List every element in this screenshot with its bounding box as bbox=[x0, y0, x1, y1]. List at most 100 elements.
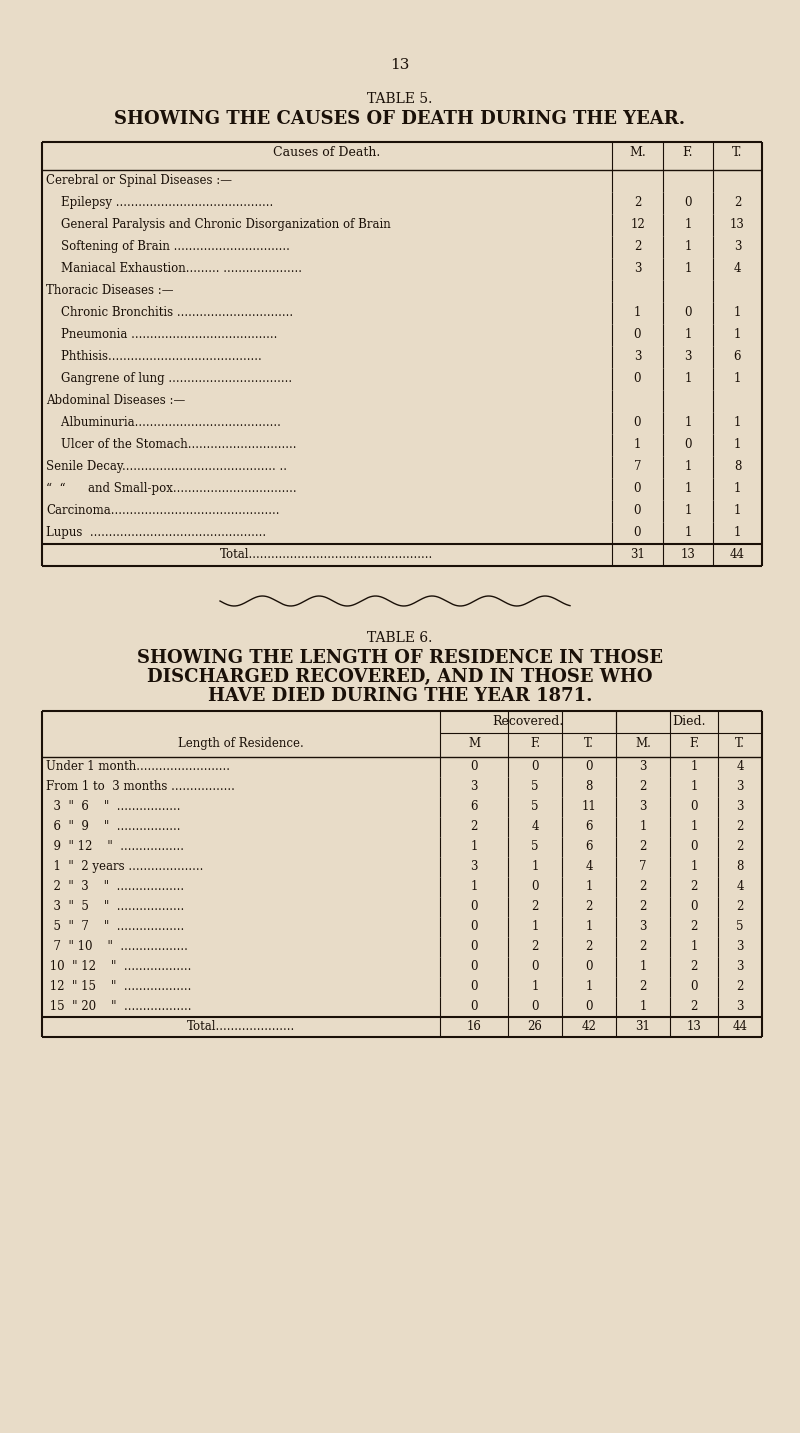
Text: 13: 13 bbox=[686, 1020, 702, 1033]
Text: 3: 3 bbox=[736, 960, 744, 973]
Text: 12  " 15    "  ..................: 12 " 15 " .................. bbox=[46, 980, 191, 993]
Text: 4: 4 bbox=[736, 759, 744, 772]
Text: 8: 8 bbox=[734, 460, 741, 473]
Text: 1: 1 bbox=[684, 481, 692, 494]
Text: Pneumonia .......................................: Pneumonia ..............................… bbox=[46, 328, 278, 341]
Text: Albuminuria.......................................: Albuminuria.............................… bbox=[46, 416, 281, 428]
Text: 3: 3 bbox=[736, 940, 744, 953]
Text: 1: 1 bbox=[684, 218, 692, 231]
Text: Thoracic Diseases :—: Thoracic Diseases :— bbox=[46, 284, 174, 297]
Text: 13: 13 bbox=[681, 547, 695, 560]
Text: 0: 0 bbox=[531, 960, 538, 973]
Text: M: M bbox=[468, 737, 480, 749]
Text: 0: 0 bbox=[531, 880, 538, 893]
Text: 2: 2 bbox=[639, 840, 646, 853]
Text: M.: M. bbox=[635, 737, 651, 749]
Text: 8: 8 bbox=[586, 780, 593, 792]
Text: 5: 5 bbox=[531, 780, 538, 792]
Text: 5  "  7    "  ..................: 5 " 7 " .................. bbox=[46, 920, 184, 933]
Text: 2: 2 bbox=[639, 900, 646, 913]
Text: 16: 16 bbox=[466, 1020, 482, 1033]
Text: 2: 2 bbox=[639, 780, 646, 792]
Text: 0: 0 bbox=[470, 980, 478, 993]
Text: 3: 3 bbox=[470, 780, 478, 792]
Text: 2: 2 bbox=[586, 940, 593, 953]
Text: Length of Residence.: Length of Residence. bbox=[178, 737, 304, 749]
Text: 10  " 12    "  ..................: 10 " 12 " .................. bbox=[46, 960, 191, 973]
Text: SHOWING THE CAUSES OF DEATH DURING THE YEAR.: SHOWING THE CAUSES OF DEATH DURING THE Y… bbox=[114, 110, 686, 128]
Text: 42: 42 bbox=[582, 1020, 597, 1033]
Text: Total.................................................: Total...................................… bbox=[220, 547, 434, 560]
Text: General Paralysis and Chronic Disorganization of Brain: General Paralysis and Chronic Disorganiz… bbox=[46, 218, 390, 231]
Text: 0: 0 bbox=[470, 940, 478, 953]
Text: 6  "  9    "  .................: 6 " 9 " ................. bbox=[46, 820, 181, 833]
Text: 1: 1 bbox=[531, 860, 538, 873]
Text: 9  " 12    "  .................: 9 " 12 " ................. bbox=[46, 840, 184, 853]
Text: 1: 1 bbox=[684, 328, 692, 341]
Text: 1: 1 bbox=[586, 920, 593, 933]
Text: 1: 1 bbox=[734, 328, 741, 341]
Text: 44: 44 bbox=[730, 547, 745, 560]
Text: Ulcer of the Stomach.............................: Ulcer of the Stomach....................… bbox=[46, 438, 297, 451]
Text: 4: 4 bbox=[734, 262, 742, 275]
Text: Carcinoma.............................................: Carcinoma...............................… bbox=[46, 504, 279, 517]
Text: 5: 5 bbox=[531, 840, 538, 853]
Text: 0: 0 bbox=[586, 1000, 593, 1013]
Text: 1: 1 bbox=[690, 820, 698, 833]
Text: “  “      and Small-pox.................................: “ “ and Small-pox.......................… bbox=[46, 481, 297, 494]
Text: 13: 13 bbox=[730, 218, 745, 231]
Text: 1: 1 bbox=[734, 416, 741, 428]
Text: 1: 1 bbox=[531, 980, 538, 993]
Text: 2: 2 bbox=[690, 1000, 698, 1013]
Text: 3: 3 bbox=[684, 350, 692, 363]
Text: 0: 0 bbox=[586, 759, 593, 772]
Text: 6: 6 bbox=[586, 840, 593, 853]
Text: Total.....................: Total..................... bbox=[187, 1020, 295, 1033]
Text: 2: 2 bbox=[639, 980, 646, 993]
Text: 0: 0 bbox=[690, 900, 698, 913]
Text: 7: 7 bbox=[634, 460, 642, 473]
Text: HAVE DIED DURING THE YEAR 1871.: HAVE DIED DURING THE YEAR 1871. bbox=[208, 686, 592, 705]
Text: 3: 3 bbox=[734, 239, 742, 254]
Text: 0: 0 bbox=[684, 307, 692, 320]
Text: 0: 0 bbox=[470, 900, 478, 913]
Text: 0: 0 bbox=[470, 1000, 478, 1013]
Text: 1: 1 bbox=[734, 526, 741, 539]
Text: 1: 1 bbox=[684, 526, 692, 539]
Text: 3: 3 bbox=[470, 860, 478, 873]
Text: 0: 0 bbox=[634, 481, 642, 494]
Text: 2: 2 bbox=[470, 820, 478, 833]
Text: DISCHARGED RECOVERED, AND IN THOSE WHO: DISCHARGED RECOVERED, AND IN THOSE WHO bbox=[147, 668, 653, 686]
Text: 0: 0 bbox=[690, 840, 698, 853]
Text: 31: 31 bbox=[635, 1020, 650, 1033]
Text: M.: M. bbox=[629, 146, 646, 159]
Text: 0: 0 bbox=[634, 373, 642, 385]
Text: 0: 0 bbox=[634, 504, 642, 517]
Text: 1  "  2 years ....................: 1 " 2 years .................... bbox=[46, 860, 203, 873]
Text: 1: 1 bbox=[684, 262, 692, 275]
Text: 5: 5 bbox=[736, 920, 744, 933]
Text: 0: 0 bbox=[634, 416, 642, 428]
Text: F.: F. bbox=[530, 737, 540, 749]
Text: 1: 1 bbox=[690, 860, 698, 873]
Text: Maniacal Exhaustion......... .....................: Maniacal Exhaustion......... ...........… bbox=[46, 262, 302, 275]
Text: 1: 1 bbox=[690, 780, 698, 792]
Text: 0: 0 bbox=[634, 328, 642, 341]
Text: 0: 0 bbox=[470, 960, 478, 973]
Text: 1: 1 bbox=[734, 307, 741, 320]
Text: 11: 11 bbox=[582, 800, 596, 813]
Text: 1: 1 bbox=[734, 481, 741, 494]
Text: 2: 2 bbox=[736, 900, 744, 913]
Text: 1: 1 bbox=[470, 840, 478, 853]
Text: 2: 2 bbox=[634, 239, 641, 254]
Text: 3: 3 bbox=[736, 780, 744, 792]
Text: 0: 0 bbox=[470, 759, 478, 772]
Text: 2: 2 bbox=[639, 880, 646, 893]
Text: 2: 2 bbox=[736, 840, 744, 853]
Text: 3: 3 bbox=[736, 800, 744, 813]
Text: 3: 3 bbox=[639, 759, 646, 772]
Text: Recovered.: Recovered. bbox=[492, 715, 564, 728]
Text: T.: T. bbox=[732, 146, 742, 159]
Text: 1: 1 bbox=[684, 460, 692, 473]
Text: 15  " 20    "  ..................: 15 " 20 " .................. bbox=[46, 1000, 191, 1013]
